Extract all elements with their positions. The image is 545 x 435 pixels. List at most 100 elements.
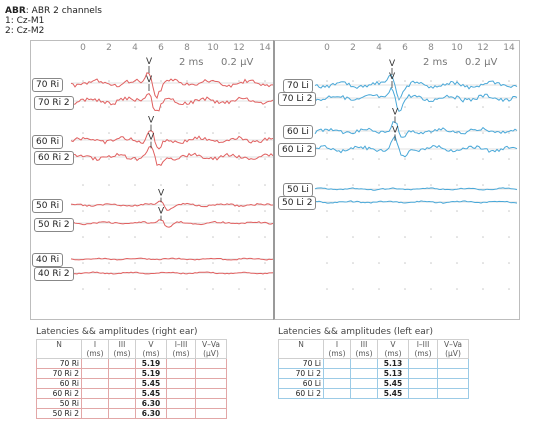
grid-dot <box>456 262 458 264</box>
table-row[interactable]: 60 Ri 2 5.45 <box>36 388 227 399</box>
table-row[interactable]: 50 Ri 2 6.30 <box>36 408 227 419</box>
table-row[interactable]: 70 Ri 5.19 <box>36 358 227 369</box>
table-cell <box>81 358 109 369</box>
trace-label-40-ri-2[interactable]: 40 Ri 2 <box>34 267 74 281</box>
grid-dot <box>404 106 406 108</box>
trace-label-60-ri[interactable]: 60 Ri <box>32 135 64 149</box>
table-cell <box>408 358 438 369</box>
grid-dot <box>430 158 432 160</box>
grid-dot <box>352 158 354 160</box>
table-cell: 6.30 <box>135 408 167 419</box>
grid-dot <box>326 184 328 186</box>
table-cell <box>323 378 351 389</box>
axis-tick: 10 <box>451 43 463 53</box>
table-cell <box>323 388 351 399</box>
right-ear-latency-table: Latencies && amplitudes (right ear) N I (m… <box>36 327 227 419</box>
table-cell <box>195 358 227 369</box>
grid-dot <box>264 236 266 238</box>
trace-label-40-ri[interactable]: 40 Ri <box>32 253 64 267</box>
table-cell <box>166 358 196 369</box>
trace-label-50-li[interactable]: 50 Li <box>283 183 313 197</box>
grid-dot <box>456 210 458 212</box>
grid-dot <box>508 210 510 212</box>
grid-dot <box>378 210 380 212</box>
grid-dot <box>82 184 84 186</box>
grid-dot <box>482 288 484 290</box>
header-title-bold: ABR <box>5 6 26 16</box>
grid-dot <box>160 132 162 134</box>
table-cell <box>437 358 469 369</box>
grid-dot <box>326 288 328 290</box>
left-table: N I (ms) III (ms) V (ms) I–III (ms) V–Va (µV) 70 Li… <box>278 339 469 399</box>
peak-v-marker[interactable]: V <box>158 207 165 217</box>
table-row[interactable]: 70 Li 5.13 <box>278 358 469 369</box>
trace-label-60-ri-2[interactable]: 60 Ri 2 <box>34 151 74 165</box>
grid-dot <box>326 132 328 134</box>
trace-label-60-li[interactable]: 60 Li <box>283 125 313 139</box>
waveform-trace <box>314 187 518 191</box>
table-cell <box>166 388 196 399</box>
trace-label-70-li[interactable]: 70 Li <box>283 79 313 93</box>
waveform-trace <box>70 219 273 228</box>
peak-v-marker[interactable]: V <box>148 116 155 126</box>
peak-v-marker[interactable]: V <box>389 72 396 82</box>
grid-dot <box>456 236 458 238</box>
table-row[interactable]: 60 Ri 5.45 <box>36 378 227 389</box>
trace-label-60-li-2[interactable]: 60 Li 2 <box>278 143 317 157</box>
grid-dot <box>108 262 110 264</box>
table-row[interactable]: 60 Li 2 5.45 <box>278 388 469 399</box>
trace-label-70-ri-2[interactable]: 70 Ri 2 <box>34 96 74 110</box>
axis-tick: 4 <box>132 43 138 53</box>
trace-label-50-ri[interactable]: 50 Ri <box>32 199 64 213</box>
trace-label-50-ri-2[interactable]: 50 Ri 2 <box>34 218 74 232</box>
trace-label-70-ri[interactable]: 70 Ri <box>32 78 64 92</box>
grid-dot <box>212 132 214 134</box>
table-row[interactable]: 50 Ri 6.30 <box>36 398 227 409</box>
grid-dot <box>264 106 266 108</box>
grid-dot <box>430 80 432 82</box>
grid-dot <box>134 106 136 108</box>
peak-v-marker[interactable]: V <box>392 125 399 135</box>
grid-dot <box>108 80 110 82</box>
peak-v-marker[interactable]: V <box>148 133 155 143</box>
grid-dot <box>352 184 354 186</box>
peak-v-marker[interactable]: V <box>146 57 153 67</box>
left-table-column-header: III (ms) <box>350 339 378 359</box>
grid-dot <box>326 80 328 82</box>
table-cell <box>81 408 109 419</box>
grid-dot <box>508 132 510 134</box>
right-table-column-header: I (ms) <box>81 339 109 359</box>
grid-dot <box>456 184 458 186</box>
table-cell: 60 Li 2 <box>278 388 324 399</box>
left-table-column-header: V–Va (µV) <box>437 339 469 359</box>
table-cell <box>437 368 469 379</box>
waveform-trace <box>70 92 273 112</box>
trace-label-50-li-2[interactable]: 50 Li 2 <box>278 196 317 210</box>
table-cell <box>108 398 136 409</box>
grid-dot <box>186 184 188 186</box>
grid-dot <box>82 80 84 82</box>
table-cell <box>81 388 109 399</box>
grid-dot <box>134 236 136 238</box>
waveform-trace <box>314 120 518 138</box>
grid-dot <box>160 236 162 238</box>
table-row[interactable]: 70 Li 2 5.13 <box>278 368 469 379</box>
peak-v-marker[interactable]: V <box>389 59 396 69</box>
table-row[interactable]: 70 Ri 2 5.19 <box>36 368 227 379</box>
peak-v-marker[interactable]: V <box>158 189 165 199</box>
trace-label-70-li-2[interactable]: 70 Li 2 <box>278 92 317 106</box>
grid-dot <box>404 236 406 238</box>
peak-v-marker[interactable]: V <box>392 107 399 117</box>
left-table-header-row: N I (ms) III (ms) V (ms) I–III (ms) V–Va (µV) <box>278 339 469 359</box>
table-row[interactable]: 60 Li 5.45 <box>278 378 469 389</box>
table-cell: 60 Ri <box>36 378 82 389</box>
waveform-trace <box>314 74 518 101</box>
grid-dot <box>212 184 214 186</box>
grid-dot <box>326 236 328 238</box>
grid-dot <box>212 106 214 108</box>
table-cell: 5.45 <box>135 388 167 399</box>
peak-v-marker[interactable]: V <box>146 75 153 85</box>
waveform-trace <box>314 200 518 204</box>
